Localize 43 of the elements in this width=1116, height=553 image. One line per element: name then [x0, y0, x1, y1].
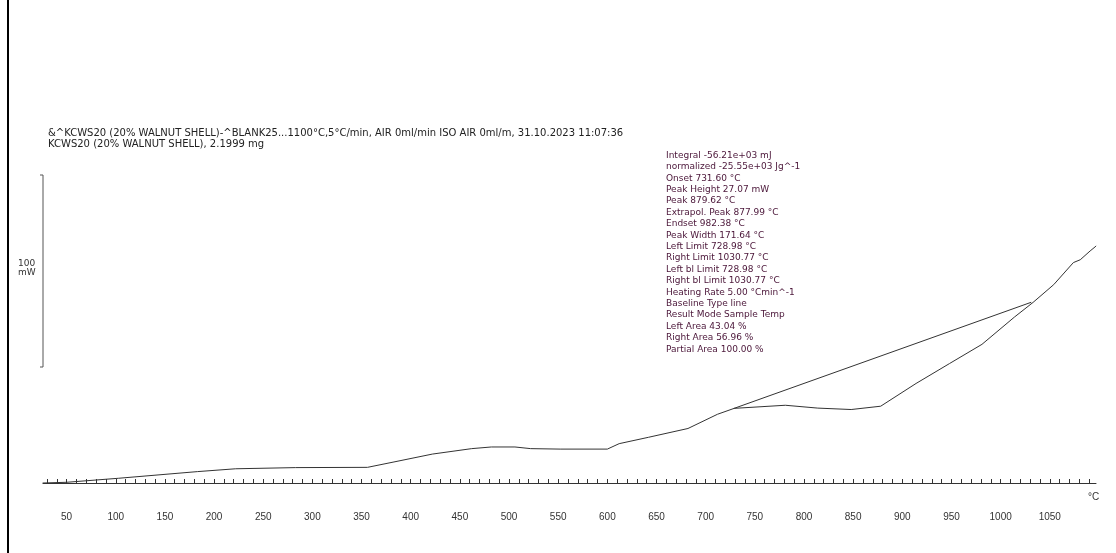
- x-tick-label: 550: [549, 510, 567, 522]
- x-tick-label: 300: [304, 510, 322, 522]
- x-tick-label: 150: [156, 510, 174, 522]
- x-tick-label: 650: [648, 510, 666, 522]
- chart-title: &^KCWS20 (20% WALNUT SHELL)-^BLANK25...1100°C,5°C/min, AIR 0ml/min ISO AIR 0ml/m, 31.10.2023 11:07:36: [48, 126, 624, 138]
- x-tick-label: 350: [353, 510, 371, 522]
- text: Peak Height 27.07 mW: [666, 183, 770, 194]
- x-tick-label: 250: [254, 510, 273, 522]
- x-tick-label: 500: [500, 510, 518, 522]
- chart-subtitle: KCWS20 (20% WALNUT SHELL), 2.1999 mg: [48, 137, 265, 149]
- annotation: Heating Rate 5.00 °Cmin^-1: [666, 286, 795, 297]
- x-tick-label: 800: [795, 510, 813, 522]
- x-tick-label: 700: [697, 510, 715, 522]
- annotation: Result Mode Sample Temp: [666, 309, 785, 320]
- annotation: Right bl Limit 1030.77 °C: [666, 275, 780, 286]
- x-tick-label: 850: [844, 510, 862, 522]
- annotation: Right Limit 1030.77 °C: [666, 252, 769, 263]
- x-tick-label: 100: [107, 510, 125, 522]
- annotation: Partial Area 100.00 %: [666, 343, 765, 354]
- text: Onset 731.60 °C: [666, 172, 741, 183]
- x-tick-label: 50: [61, 510, 73, 522]
- annotation: Left bl Limit 728.98 °C: [666, 263, 768, 274]
- text: normalized -25.55e+03 Jg^-1: [666, 161, 801, 172]
- annotation: Baseline Type line: [666, 297, 748, 308]
- annotation: Left Area 43.04 %: [666, 320, 747, 331]
- x-axis-title: °C: [1088, 490, 1100, 502]
- x-tick-label: 1000: [989, 510, 1013, 522]
- x-tick-label: 200: [205, 510, 223, 522]
- text: Integral -56.21e+03 mJ: [666, 149, 772, 160]
- text: Peak Width 171.64 °C: [666, 229, 765, 240]
- x-tick-label: 1050: [1038, 510, 1062, 522]
- x-tick-label: 400: [402, 510, 420, 522]
- annotation: Right Area 56.96 %: [666, 332, 754, 343]
- text: Peak 879.62 °C: [666, 195, 736, 206]
- text: 100 mW: [18, 257, 36, 277]
- x-tick-label: 450: [451, 510, 469, 522]
- annotation: Left Limit 728.98 °C: [666, 240, 757, 251]
- x-tick-label: 600: [599, 510, 617, 522]
- x-tick-label: 950: [943, 510, 961, 522]
- text: Endset 982.38 °C: [666, 218, 745, 229]
- x-tick-label: 750: [746, 510, 764, 522]
- x-tick-label: 900: [893, 510, 912, 522]
- text: Extrapol. Peak 877.99 °C: [666, 206, 779, 217]
